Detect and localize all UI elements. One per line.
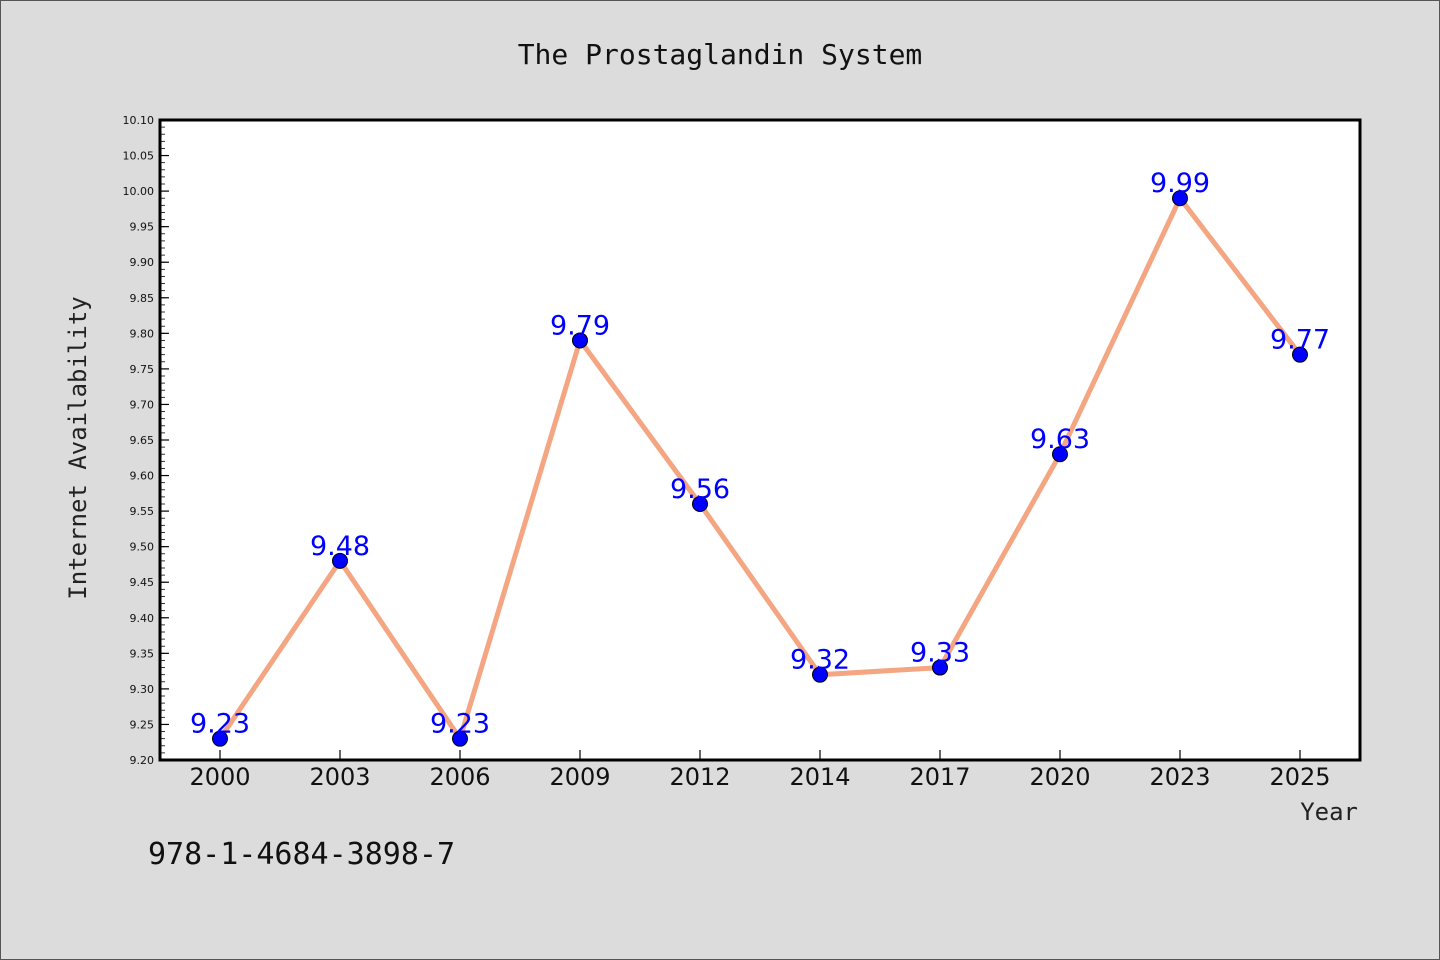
data-point: [332, 552, 348, 569]
x-axis-label: Year: [1300, 798, 1358, 826]
y-tick-label: 9.50: [130, 541, 155, 554]
y-tick-label: 9.25: [130, 718, 155, 731]
x-tick-label: 2014: [789, 763, 850, 791]
data-label: 9.77: [1270, 325, 1330, 356]
data-label: 9.32: [790, 645, 850, 676]
data-point: [212, 730, 228, 747]
y-tick-label: 9.35: [130, 647, 155, 660]
data-point: [1052, 446, 1068, 463]
data-point: [812, 666, 828, 683]
data-point: [1292, 346, 1308, 363]
y-tick-label: 10.05: [123, 150, 155, 163]
data-point: [572, 332, 588, 349]
chart-title: The Prostaglandin System: [518, 38, 923, 71]
data-label: 9.23: [190, 709, 250, 740]
x-tick-label: 2012: [669, 763, 730, 791]
y-tick-label: 9.85: [130, 292, 155, 305]
y-tick-label: 10.10: [123, 114, 155, 127]
x-tick-label: 2000: [189, 763, 250, 791]
data-labels: 9.23 9.48 9.23 9.79 9.56 9.32 9.33 9.63 9.99 9.77: [190, 168, 1330, 739]
y-tick-label: 9.70: [130, 398, 155, 411]
plot-area: [160, 120, 1360, 760]
data-label: 9.56: [670, 474, 730, 505]
y-tick-label: 9.80: [130, 327, 155, 340]
data-label: 9.33: [910, 638, 970, 669]
x-tick-label: 2020: [1029, 763, 1090, 791]
data-point: [932, 659, 948, 676]
data-point: [1172, 190, 1188, 207]
y-tick-label: 10.00: [123, 185, 155, 198]
y-axis: 9.20 9.25 9.30 9.35 9.40 9.45 9.50 9.55 9.60 9.65…: [123, 114, 169, 767]
series-markers: [212, 190, 1308, 747]
data-label: 9.79: [550, 310, 610, 341]
y-tick-label: 9.45: [130, 576, 155, 589]
y-tick-label: 9.65: [130, 434, 155, 447]
y-tick-label: 9.40: [130, 612, 155, 625]
data-label: 9.23: [430, 709, 490, 740]
y-tick-label: 9.95: [130, 221, 155, 234]
x-tick-label: 2006: [429, 763, 490, 791]
data-label: 9.99: [1150, 168, 1210, 199]
x-tick-label: 2023: [1149, 763, 1210, 791]
data-point: [692, 496, 708, 512]
series-line: [217, 195, 1302, 742]
x-axis: 2000 2003 2006 2009 2012 2014 2017 2020 2023 2025: [189, 750, 1331, 791]
y-tick-label: 9.75: [130, 363, 155, 376]
data-label: 9.48: [310, 531, 370, 562]
plot-border: [158, 118, 1362, 762]
y-tick-label: 9.30: [130, 683, 155, 696]
y-tick-label: 9.60: [130, 470, 155, 483]
data-label: 9.63: [1030, 424, 1090, 455]
y-tick-label: 9.55: [130, 505, 155, 518]
data-point: [452, 730, 468, 747]
isbn-annotation: 978-1-4684-3898-7: [148, 837, 455, 872]
x-tick-label: 2003: [309, 763, 370, 791]
y-tick-label: 9.20: [130, 754, 155, 767]
y-axis-label: Internet Availability: [64, 296, 92, 599]
y-tick-label: 9.90: [130, 256, 155, 269]
x-tick-label: 2025: [1269, 763, 1330, 791]
x-tick-label: 2009: [549, 763, 610, 791]
x-tick-label: 2017: [909, 763, 970, 791]
